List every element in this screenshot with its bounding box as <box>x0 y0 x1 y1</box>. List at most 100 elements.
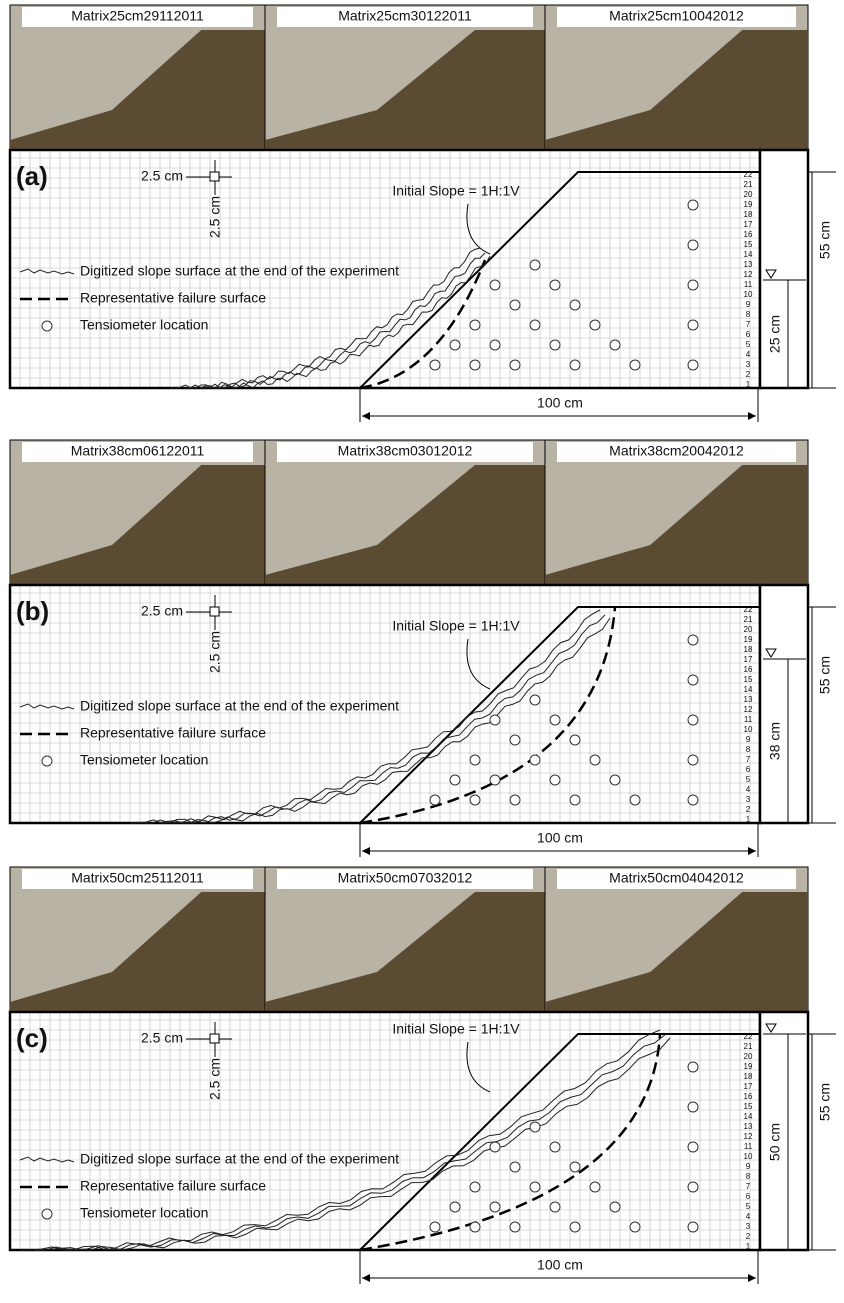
row-label: 5 <box>746 340 751 349</box>
tensiometer <box>630 795 640 805</box>
row-label: 14 <box>744 685 753 694</box>
row-label: 15 <box>744 240 753 249</box>
scale-label: 2.5 cm <box>207 1058 223 1100</box>
tensiometer <box>688 1102 698 1112</box>
tensiometer <box>510 1222 520 1232</box>
tensiometer <box>590 1182 600 1192</box>
row-label: 15 <box>744 675 753 684</box>
figure: Matrix25cm29112011Matrix25cm30122011Matr… <box>0 0 844 1298</box>
panel-label: (b) <box>16 596 49 626</box>
scale-label: 2.5 cm <box>141 168 183 184</box>
tensiometer <box>490 715 500 725</box>
tensiometer <box>688 240 698 250</box>
tensiometer <box>530 1182 540 1192</box>
tensiometer <box>570 1162 580 1172</box>
total-height: 55 cm <box>817 656 833 694</box>
row-label: 5 <box>746 775 751 784</box>
row-label: 9 <box>746 735 751 744</box>
row-label: 4 <box>746 350 751 359</box>
row-label: 21 <box>744 1042 753 1051</box>
row-label: 1 <box>746 1242 751 1251</box>
row-label: 9 <box>746 1162 751 1171</box>
tensiometer <box>510 300 520 310</box>
tensiometer <box>570 1222 580 1232</box>
row-label: 19 <box>744 635 753 644</box>
tensiometer <box>570 360 580 370</box>
row-label: 14 <box>744 1112 753 1121</box>
row-label: 3 <box>746 795 751 804</box>
row-label: 11 <box>744 280 753 289</box>
tensiometer <box>688 1182 698 1192</box>
row-label: 6 <box>746 1192 751 1201</box>
row-label: 16 <box>744 1092 753 1101</box>
photo-caption: Matrix38cm03012012 <box>338 443 473 459</box>
scale-label: 2.5 cm <box>207 196 223 238</box>
tensiometer <box>630 1222 640 1232</box>
tensiometer <box>688 715 698 725</box>
scale-label: 2.5 cm <box>207 631 223 673</box>
total-height: 55 cm <box>817 221 833 259</box>
row-label: 10 <box>744 290 753 299</box>
slope-annotation: Initial Slope = 1H:1V <box>392 183 520 199</box>
row-label: 4 <box>746 785 751 794</box>
row-label: 6 <box>746 330 751 339</box>
tensiometer <box>688 1062 698 1072</box>
total-height: 55 cm <box>817 1083 833 1121</box>
tensiometer <box>470 320 480 330</box>
photo-caption: Matrix38cm06122011 <box>71 443 205 459</box>
legend-circle <box>42 321 52 331</box>
row-label: 9 <box>746 300 751 309</box>
row-label: 10 <box>744 725 753 734</box>
tensiometer <box>610 340 620 350</box>
legend-text: Digitized slope surface at the end of th… <box>80 1151 399 1167</box>
legend-circle <box>42 1209 52 1219</box>
row-label: 6 <box>746 765 751 774</box>
scale-square <box>210 1034 219 1043</box>
tensiometer <box>430 795 440 805</box>
panel-label: (a) <box>16 161 48 191</box>
slope-annotation: Initial Slope = 1H:1V <box>392 618 520 634</box>
legend-text: Tensiometer location <box>80 1205 208 1221</box>
row-label: 1 <box>746 380 751 389</box>
tensiometer <box>610 775 620 785</box>
photo-caption: Matrix38cm20042012 <box>609 443 744 459</box>
tensiometer <box>570 300 580 310</box>
tensiometer <box>570 795 580 805</box>
row-label: 7 <box>746 1182 751 1191</box>
tensiometer <box>688 280 698 290</box>
row-label: 16 <box>744 230 753 239</box>
row-label: 2 <box>746 805 751 814</box>
row-label: 11 <box>744 715 753 724</box>
tensiometer <box>530 320 540 330</box>
scale-label: 2.5 cm <box>141 603 183 619</box>
photo-caption: Matrix50cm07032012 <box>338 870 473 886</box>
tensiometer <box>550 1202 560 1212</box>
row-label: 13 <box>744 1122 753 1131</box>
row-label: 19 <box>744 1062 753 1071</box>
row-label: 18 <box>744 645 753 654</box>
row-label: 10 <box>744 1152 753 1161</box>
water-depth: 38 cm <box>767 722 783 760</box>
tensiometer <box>510 1162 520 1172</box>
legend-text: Representative failure surface <box>80 1178 266 1194</box>
row-label: 17 <box>744 655 753 664</box>
tensiometer <box>550 280 560 290</box>
tensiometer <box>450 775 460 785</box>
row-label: 16 <box>744 665 753 674</box>
legend-line <box>20 704 74 709</box>
row-label: 19 <box>744 200 753 209</box>
tensiometer <box>688 795 698 805</box>
tensiometer <box>688 675 698 685</box>
row-label: 20 <box>744 1052 753 1061</box>
row-label: 20 <box>744 190 753 199</box>
tensiometer <box>430 360 440 370</box>
width-label: 100 cm <box>537 395 583 411</box>
row-label: 8 <box>746 745 751 754</box>
row-label: 3 <box>746 1222 751 1231</box>
row-label: 2 <box>746 1232 751 1241</box>
tensiometer <box>470 1222 480 1232</box>
legend-text: Representative failure surface <box>80 290 266 306</box>
water-column <box>760 585 808 823</box>
